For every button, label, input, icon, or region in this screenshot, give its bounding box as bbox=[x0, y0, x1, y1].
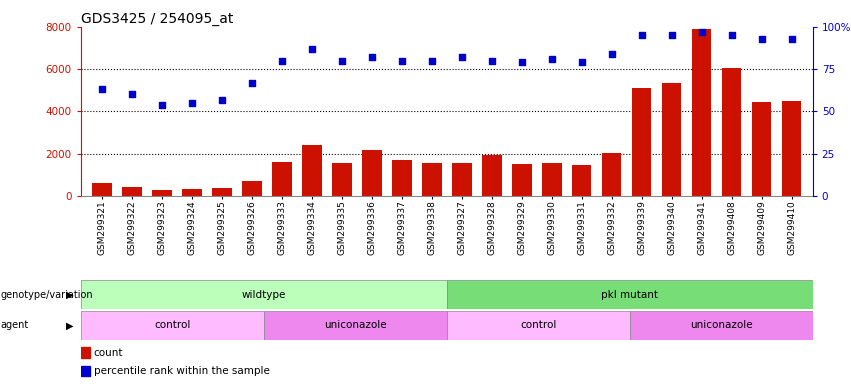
Text: uniconazole: uniconazole bbox=[324, 320, 386, 331]
Bar bbox=[447, 311, 630, 340]
Point bbox=[485, 58, 499, 64]
Text: pkl mutant: pkl mutant bbox=[602, 290, 658, 300]
Bar bbox=[81, 311, 264, 340]
Point bbox=[185, 100, 198, 106]
Bar bbox=[392, 160, 412, 196]
Point bbox=[575, 59, 589, 65]
Point bbox=[605, 51, 619, 57]
Text: genotype/variation: genotype/variation bbox=[1, 290, 94, 300]
Text: ▶: ▶ bbox=[66, 290, 73, 300]
Text: agent: agent bbox=[1, 320, 29, 331]
Bar bbox=[572, 165, 591, 196]
Bar bbox=[81, 366, 90, 376]
Point bbox=[515, 59, 528, 65]
Bar bbox=[722, 68, 741, 196]
Bar bbox=[182, 189, 202, 196]
Point bbox=[95, 86, 109, 93]
Point bbox=[635, 32, 648, 38]
Point bbox=[425, 58, 438, 64]
Text: wildtype: wildtype bbox=[242, 290, 286, 300]
Point bbox=[275, 58, 288, 64]
Bar bbox=[452, 163, 471, 196]
Bar bbox=[782, 101, 802, 196]
Bar bbox=[242, 181, 261, 196]
Text: control: control bbox=[154, 320, 191, 331]
Bar bbox=[332, 163, 351, 196]
Point bbox=[545, 56, 558, 62]
Point bbox=[395, 58, 408, 64]
Bar bbox=[81, 280, 447, 309]
Bar bbox=[422, 163, 442, 196]
Bar bbox=[92, 183, 111, 196]
Text: percentile rank within the sample: percentile rank within the sample bbox=[94, 366, 270, 376]
Bar bbox=[602, 152, 621, 196]
Point bbox=[665, 32, 678, 38]
Bar bbox=[81, 347, 90, 358]
Bar bbox=[302, 145, 322, 196]
Point bbox=[365, 54, 379, 60]
Point bbox=[785, 36, 798, 42]
Bar bbox=[630, 311, 813, 340]
Bar bbox=[122, 187, 141, 196]
Point bbox=[245, 79, 259, 86]
Bar bbox=[152, 190, 172, 196]
Text: GDS3425 / 254095_at: GDS3425 / 254095_at bbox=[81, 12, 233, 26]
Point bbox=[305, 46, 318, 52]
Bar bbox=[692, 29, 711, 196]
Point bbox=[215, 96, 229, 103]
Text: control: control bbox=[520, 320, 557, 331]
Point bbox=[125, 91, 139, 98]
Point bbox=[455, 54, 469, 60]
Text: uniconazole: uniconazole bbox=[690, 320, 752, 331]
Text: count: count bbox=[94, 348, 123, 358]
Bar bbox=[542, 163, 562, 196]
Bar bbox=[264, 311, 447, 340]
Bar bbox=[512, 164, 532, 196]
Bar bbox=[212, 188, 231, 196]
Point bbox=[725, 32, 739, 38]
Bar bbox=[362, 151, 381, 196]
Bar bbox=[752, 102, 772, 196]
Text: ▶: ▶ bbox=[66, 320, 73, 331]
Point bbox=[695, 29, 709, 35]
Point bbox=[155, 101, 168, 108]
Bar bbox=[482, 155, 501, 196]
Point bbox=[335, 58, 349, 64]
Bar bbox=[632, 88, 652, 196]
Point bbox=[755, 36, 768, 42]
Bar bbox=[662, 83, 682, 196]
Bar bbox=[272, 162, 292, 196]
Bar bbox=[447, 280, 813, 309]
